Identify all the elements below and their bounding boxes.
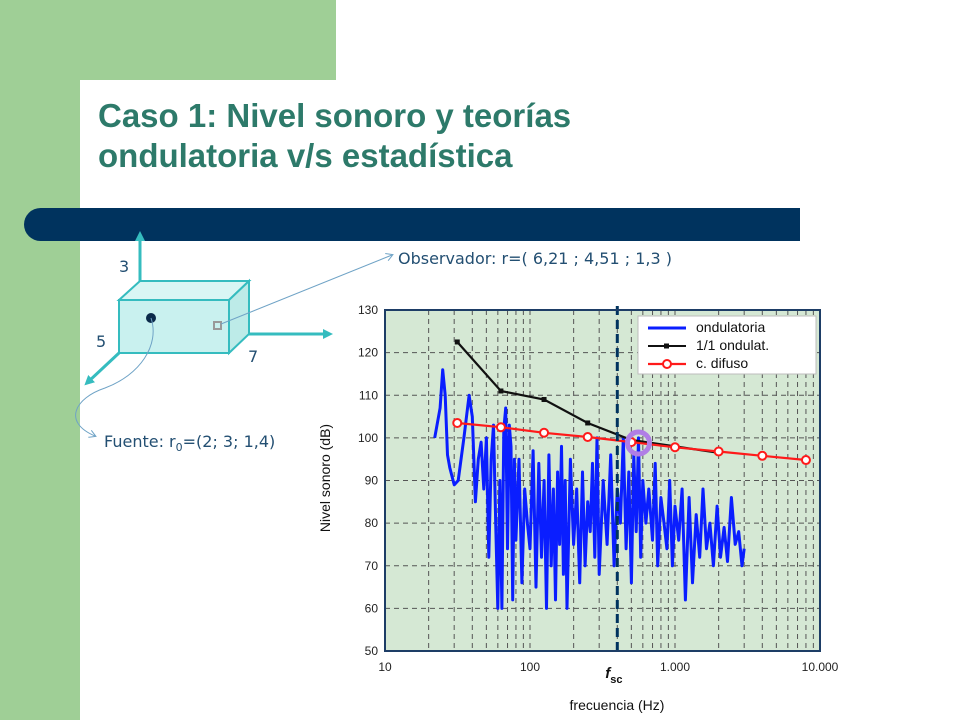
y-tick-label-50: 50 (365, 644, 379, 658)
room-y-axis-label: 5 (96, 332, 107, 351)
x-tick-label-10000: 10.000 (802, 660, 839, 674)
y-tick-label-100: 100 (358, 431, 378, 445)
observer-leader-line (220, 255, 392, 325)
diffuse-point-250 (582, 432, 593, 443)
diffuse-point-63 (495, 422, 506, 433)
diffuse-point-1000 (670, 442, 680, 453)
y-tick-label-120: 120 (358, 346, 378, 360)
title-underline-band (24, 208, 800, 241)
diffuse-point-8000 (800, 455, 811, 466)
x-tick-label-100: 100 (520, 660, 540, 674)
source-callout-prefix: Fuente: r (104, 432, 176, 451)
y-axis-label: Nivel sonoro (dB) (317, 424, 333, 532)
slide-title: Caso 1: Nivel sonoro y teorías ondulator… (98, 96, 818, 176)
series-diffuse-points (452, 417, 811, 466)
legend-label-ondulatoria: ondulatoria (696, 319, 765, 335)
room-box-front (118, 299, 230, 354)
series-ondulatoria-line (433, 368, 746, 610)
room-box-top (116, 280, 252, 301)
y-tick-label-60: 60 (365, 601, 379, 615)
legend-label-octave: 1/1 ondulat. (696, 337, 769, 353)
octave-point-31.5 (454, 339, 460, 345)
diffuse-point-4000 (757, 450, 768, 461)
legend-marker-diffuse (662, 359, 672, 369)
room-diagram (75, 231, 392, 436)
x-tick-label-10: 10 (378, 660, 392, 674)
x-tick-label-1000: 1.000 (660, 660, 690, 674)
y-tick-label-90: 90 (365, 474, 379, 488)
observer-point (213, 321, 222, 330)
fsc-annotation: fsc (605, 665, 622, 686)
y-axis-arrow (84, 351, 121, 386)
slide-title-line1: Caso 1: Nivel sonoro y teorías (98, 97, 572, 134)
chart-legend: ondulatoria 1/1 ondulat. c. difuso (637, 315, 817, 375)
diffuse-point-125 (539, 427, 550, 438)
octave-point-250 (585, 420, 591, 426)
y-tick-labels: 50 60 70 80 90 100 110 120 130 (358, 303, 378, 658)
slide-title-line2: ondulatoria v/s estadística (98, 137, 513, 174)
legend-label-diffuse: c. difuso (696, 355, 748, 371)
source-callout: Fuente: r0=(2; 3; 1,4) (104, 432, 275, 454)
y-tick-label-110: 110 (359, 388, 378, 402)
diffuse-point-2000 (713, 446, 724, 457)
background-green-corner (80, 0, 336, 80)
plot-frame (384, 309, 821, 652)
x-axis-label: frecuencia (Hz) (570, 697, 665, 713)
intersection-highlight (624, 429, 652, 457)
source-callout-coords: =(2; 3; 1,4) (182, 432, 276, 451)
x-tick-labels: 10 100 1.000 10.000 (378, 660, 838, 674)
octave-point-125 (541, 397, 547, 403)
room-x-axis-label: 7 (248, 347, 259, 366)
y-tick-label-80: 80 (365, 516, 379, 530)
y-tick-label-70: 70 (365, 559, 379, 573)
room-z-axis-label: 3 (119, 257, 130, 276)
octave-point-63 (498, 388, 504, 394)
background-green-bar (0, 0, 80, 720)
y-tick-label-130: 130 (358, 303, 378, 317)
diffuse-point-31.5 (452, 417, 463, 428)
source-callout-sub: 0 (175, 441, 183, 455)
observer-callout: Observador: r=( 6,21 ; 4,51 ; 1,3 ) (398, 249, 672, 268)
source-leader-line (75, 317, 154, 436)
legend-marker-octave (664, 343, 669, 349)
